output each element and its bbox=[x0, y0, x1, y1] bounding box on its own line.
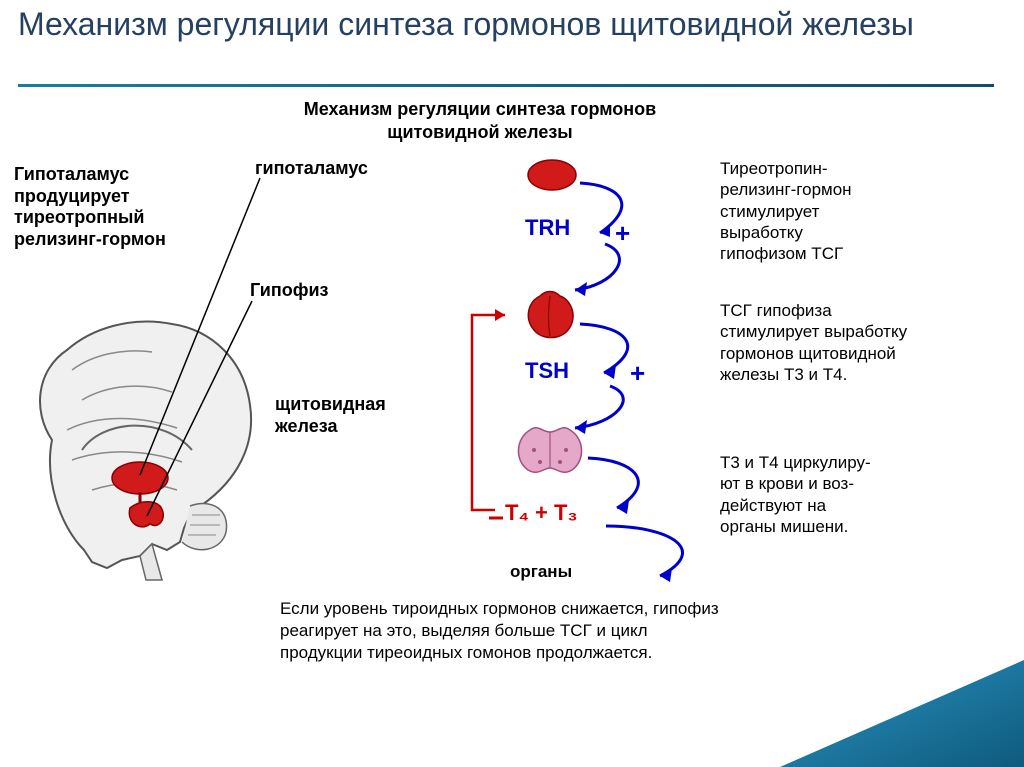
arrow-to-t4t3 bbox=[582, 452, 677, 517]
hormone-tsh: TSH bbox=[525, 358, 569, 384]
desc-trh: Тиреотропин- релизинг-гормон стимулирует… bbox=[720, 158, 970, 264]
footnote: Если уровень тироидных гормонов снижаетс… bbox=[280, 598, 840, 664]
arrow-to-tsh bbox=[572, 318, 667, 383]
label-hypothalamus: гипоталамус bbox=[255, 158, 368, 180]
corner-decoration bbox=[780, 660, 1024, 767]
hormone-trh: TRH bbox=[525, 215, 570, 241]
label-thyroid: щитовидная железа bbox=[275, 394, 425, 437]
arrow-feedback bbox=[460, 300, 520, 515]
leader-pituitary bbox=[142, 298, 262, 523]
desc-tsh: ТСГ гипофиза стимулирует выработку гормо… bbox=[720, 300, 980, 385]
diagram-subtitle: Механизм регуляции синтеза гормонов щито… bbox=[270, 98, 690, 143]
arrow-to-organs bbox=[600, 520, 730, 585]
desc-t3t4: Т3 и Т4 циркулиру- ют в крови и воз- дей… bbox=[720, 452, 980, 537]
shape-pituitary bbox=[520, 290, 580, 345]
page-title: Механизм регуляции синтеза гормонов щито… bbox=[0, 0, 1024, 43]
title-underline bbox=[18, 84, 994, 88]
shape-thyroid bbox=[510, 420, 590, 480]
label-organs: органы bbox=[510, 562, 572, 582]
